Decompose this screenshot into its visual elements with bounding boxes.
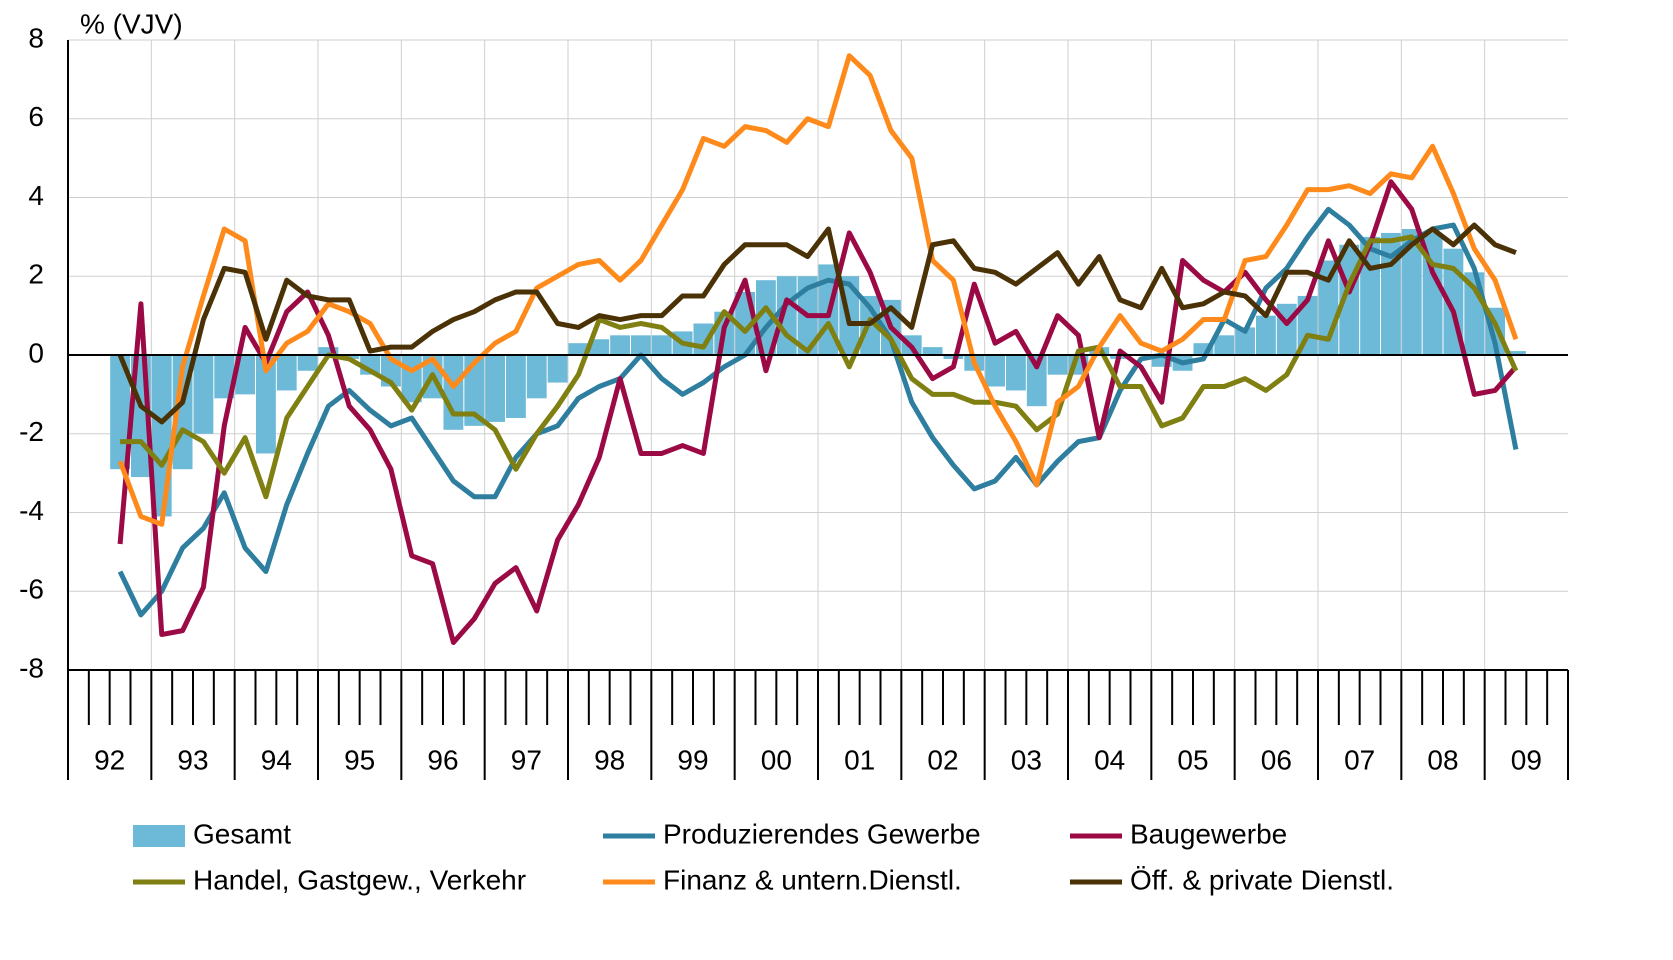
y-tick-label: -6 <box>19 574 44 605</box>
line <box>117 206 1519 618</box>
legend-swatch <box>133 825 185 847</box>
y-tick-label: 2 <box>28 259 44 290</box>
x-tick-label: 94 <box>261 744 292 775</box>
bar <box>922 347 943 355</box>
bar <box>1214 335 1235 355</box>
bar <box>443 355 464 430</box>
bar <box>985 355 1005 387</box>
bar <box>526 355 547 399</box>
y-tick-label: -4 <box>19 495 44 526</box>
bar <box>631 335 651 355</box>
y-axis-label: % (VJV) <box>80 8 183 39</box>
legend-label: Finanz & untern.Dienstl. <box>663 864 962 895</box>
legend-label: Produzierendes Gewerbe <box>663 818 981 849</box>
y-tick-label: -8 <box>19 652 44 683</box>
y-tick-label: 4 <box>28 180 44 211</box>
bar <box>318 347 339 355</box>
bar <box>1026 355 1047 407</box>
bar <box>235 355 255 395</box>
y-tick-label: -2 <box>19 416 44 447</box>
x-tick-label: 01 <box>844 744 875 775</box>
bar <box>256 355 276 454</box>
y-tick-label: 0 <box>28 337 44 368</box>
x-tick-label: 07 <box>1344 744 1375 775</box>
x-tick-label: 03 <box>1011 744 1042 775</box>
legend-label: Handel, Gastgew., Verkehr <box>193 864 526 895</box>
bar <box>297 355 318 371</box>
legend-label: Baugewerbe <box>1130 818 1287 849</box>
bar <box>276 355 297 391</box>
bar <box>506 355 526 418</box>
line <box>117 179 1518 645</box>
x-tick-label: 02 <box>927 744 958 775</box>
bar <box>589 339 610 355</box>
line <box>117 222 1517 425</box>
legend-label: Öff. & private Dienstl. <box>1130 864 1394 895</box>
y-tick-label: 8 <box>28 22 44 53</box>
x-tick-label: 08 <box>1427 744 1458 775</box>
bar <box>1151 355 1172 367</box>
x-tick-label: 00 <box>761 744 792 775</box>
x-tick-label: 97 <box>511 744 542 775</box>
x-tick-label: 09 <box>1511 744 1542 775</box>
bar <box>193 355 214 434</box>
x-tick-label: 96 <box>427 744 458 775</box>
bar <box>1047 355 1068 375</box>
x-tick-label: 98 <box>594 744 625 775</box>
x-tick-label: 05 <box>1177 744 1208 775</box>
x-tick-label: 93 <box>177 744 208 775</box>
bar <box>776 276 797 355</box>
bar <box>568 343 589 355</box>
legend-label: Gesamt <box>193 818 291 849</box>
x-tick-label: 95 <box>344 744 375 775</box>
bar <box>1401 229 1422 355</box>
bar <box>1193 343 1214 355</box>
x-tick-label: 04 <box>1094 744 1125 775</box>
y-tick-label: 6 <box>28 101 44 132</box>
x-tick-label: 99 <box>677 744 708 775</box>
bar <box>1256 315 1276 355</box>
bar <box>1006 355 1026 391</box>
bar <box>1506 351 1526 355</box>
line <box>120 234 1519 500</box>
x-tick-label: 06 <box>1261 744 1292 775</box>
bar <box>214 355 235 399</box>
bar <box>1235 327 1255 355</box>
x-tick-label: 92 <box>94 744 125 775</box>
bar <box>485 355 505 422</box>
bar <box>610 335 630 355</box>
bar <box>1276 303 1297 355</box>
bar <box>464 355 485 426</box>
bar <box>651 335 672 355</box>
bar <box>547 355 568 383</box>
